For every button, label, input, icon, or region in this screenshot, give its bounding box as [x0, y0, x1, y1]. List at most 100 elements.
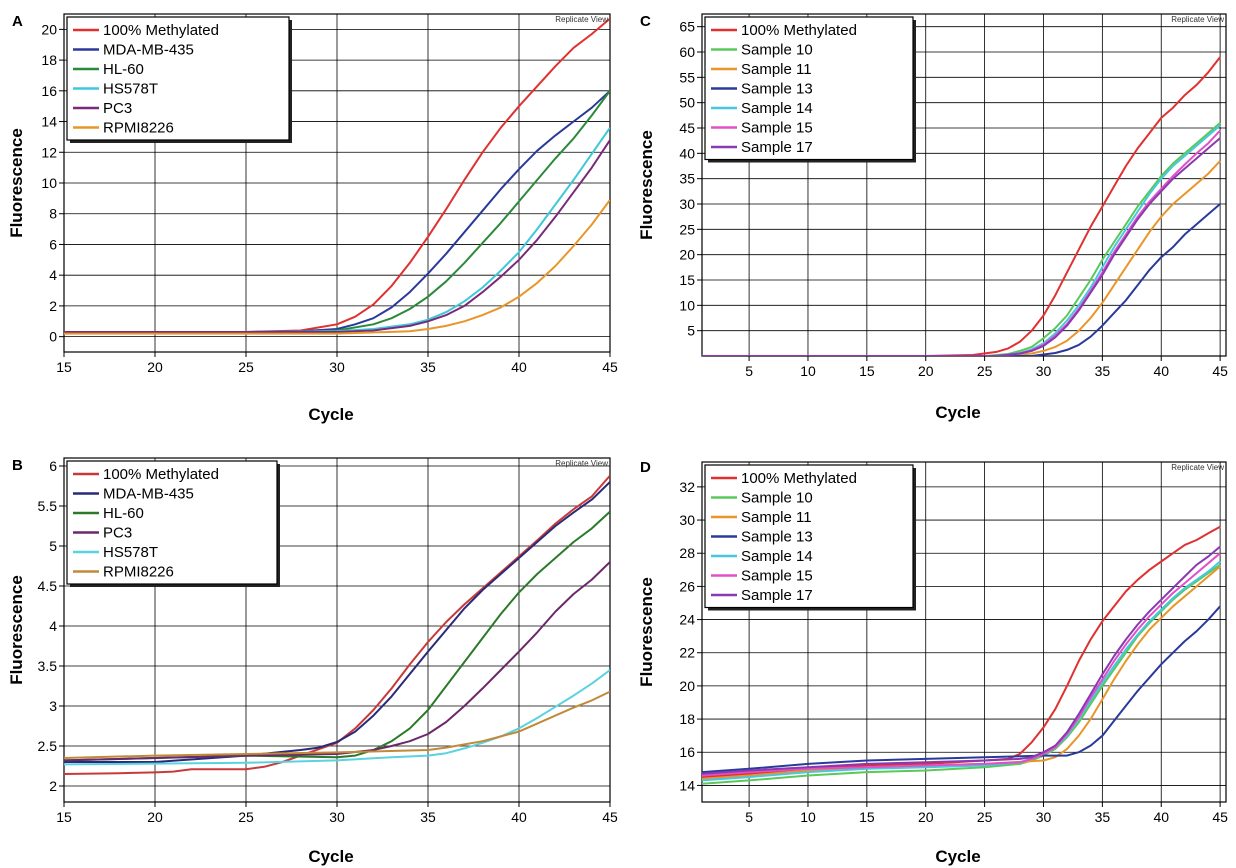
- y-tick-label: 6: [49, 236, 57, 252]
- legend-label: HS578T: [103, 81, 158, 98]
- legend-label: RPMI8226: [103, 564, 174, 581]
- series-line-sample-17: [702, 137, 1221, 356]
- y-tick-label: 60: [679, 44, 695, 60]
- legend-label: Sample 11: [741, 509, 812, 526]
- x-axis-title: Cycle: [935, 847, 980, 866]
- series-line-sample-10: [702, 122, 1221, 356]
- y-tick-label: 4: [49, 618, 57, 634]
- chart-panel-b: 15 20 25 30 35 40 45 2 2.5 3 3.5 4 4.5 5 5.5 6 Replicate…: [7, 457, 618, 866]
- legend-label: HL-60: [103, 61, 144, 78]
- legend-label: Sample 14: [741, 100, 813, 117]
- y-tick-label: 2.5: [38, 738, 58, 754]
- series-line-pc3: [64, 561, 610, 762]
- y-axis-title: Fluorescence: [637, 130, 656, 240]
- y-tick-label: 22: [679, 645, 695, 661]
- series-line-hl-60: [64, 510, 610, 762]
- y-tick-label: 16: [41, 83, 57, 99]
- plot-border: [701, 461, 1227, 803]
- x-tick-label: 25: [238, 359, 254, 375]
- series-line-100-methylated: [702, 56, 1221, 356]
- x-tick-label: 25: [977, 809, 993, 825]
- y-tick-label: 5: [49, 538, 57, 554]
- series-line-sample-10: [702, 563, 1221, 785]
- x-tick-label: 20: [147, 359, 163, 375]
- corner-note: Replicate View: [1171, 15, 1224, 24]
- y-axis-title: Fluorescence: [637, 577, 656, 687]
- chart-panel-a: 15 20 25 30 35 40 45 0 2 4 6 8 10 12 14 16 18 20 Replicate…: [7, 13, 618, 424]
- legend-label: PC3: [103, 100, 132, 117]
- corner-note: Replicate View: [1171, 463, 1224, 472]
- y-tick-label: 20: [679, 247, 695, 263]
- panel-letter: C: [640, 13, 651, 30]
- y-tick-label: 0: [49, 329, 57, 345]
- series-group: [64, 17, 610, 335]
- y-axis-title: Fluorescence: [7, 575, 26, 685]
- x-tick-label: 45: [602, 359, 618, 375]
- x-tick-label: 35: [1095, 809, 1111, 825]
- y-tick-label: 3: [49, 698, 57, 714]
- y-tick-label: 45: [679, 120, 695, 136]
- y-tick-label: 20: [679, 678, 695, 694]
- legend-label: 100% Methylated: [741, 470, 857, 487]
- legend-label: Sample 15: [741, 568, 813, 585]
- x-tick-label: 40: [511, 809, 527, 825]
- x-tick-label: 20: [918, 363, 934, 379]
- y-tick-label: 16: [679, 744, 695, 760]
- x-tick-label: 30: [329, 809, 345, 825]
- x-tick-label: 10: [800, 363, 816, 379]
- x-axis-title: Cycle: [308, 847, 353, 866]
- series-line-hs578t: [64, 669, 610, 766]
- y-tick-label: 30: [679, 512, 695, 528]
- y-tick-label: 26: [679, 578, 695, 594]
- x-tick-label: 40: [1153, 809, 1169, 825]
- legend-box: [704, 464, 914, 609]
- x-tick-label: 10: [800, 809, 816, 825]
- x-tick-label: 30: [1036, 363, 1052, 379]
- legend-box: [66, 16, 290, 141]
- legend-label: Sample 13: [741, 529, 813, 546]
- y-tick-label: 55: [679, 69, 695, 85]
- x-tick-label: 45: [1212, 809, 1228, 825]
- y-tick-label: 10: [679, 297, 695, 313]
- y-tick-label: 50: [679, 95, 695, 111]
- x-tick-label: 15: [56, 809, 72, 825]
- y-tick-label: 65: [679, 19, 695, 35]
- legend-label: Sample 15: [741, 120, 813, 137]
- legend-label: MDA-MB-435: [103, 486, 194, 503]
- x-axis-title: Cycle: [308, 405, 353, 424]
- series-line-rpmi8226: [64, 199, 610, 335]
- chart-panel-c: 5 10 15 20 25 30 35 40 45 5 10 15 20 25 30 35 40 45 50 55 60…: [637, 13, 1228, 422]
- x-tick-label: 25: [977, 363, 993, 379]
- x-tick-label: 35: [1095, 363, 1111, 379]
- y-tick-label: 8: [49, 206, 57, 222]
- y-tick-label: 24: [679, 612, 695, 628]
- series-line-sample-14: [702, 560, 1221, 782]
- chart-panel-d: 5 10 15 20 25 30 35 40 45 14 16 18 20 22 24 26 28 30 32 Rep…: [637, 459, 1228, 866]
- y-tick-label: 14: [41, 114, 57, 130]
- panel-letter: B: [12, 457, 23, 474]
- x-tick-label: 30: [1036, 809, 1052, 825]
- legend-label: Sample 10: [741, 490, 813, 507]
- y-tick-label: 10: [41, 175, 57, 191]
- legend-label: 100% Methylated: [741, 22, 857, 39]
- y-axis-title: Fluorescence: [7, 128, 26, 238]
- series-line-sample-15: [702, 552, 1221, 777]
- x-tick-label: 30: [329, 359, 345, 375]
- legend-label: MDA-MB-435: [103, 42, 194, 59]
- y-tick-label: 3.5: [38, 658, 58, 674]
- y-tick-label: 20: [41, 21, 57, 37]
- legend-label: Sample 10: [741, 42, 813, 59]
- corner-note: Replicate View: [555, 15, 608, 24]
- legend-label: HL-60: [103, 505, 144, 522]
- x-tick-label: 20: [147, 809, 163, 825]
- y-tick-label: 14: [679, 777, 695, 793]
- y-tick-label: 2: [49, 778, 57, 794]
- series-group: [64, 474, 610, 775]
- y-tick-label: 18: [679, 711, 695, 727]
- series-line-100-methylated: [64, 17, 610, 333]
- x-tick-label: 45: [1212, 363, 1228, 379]
- legend-label: Sample 17: [741, 139, 813, 156]
- series-line-sample-13: [702, 203, 1221, 356]
- series-line-mda-mb-435: [64, 481, 610, 763]
- y-tick-label: 2: [49, 298, 57, 314]
